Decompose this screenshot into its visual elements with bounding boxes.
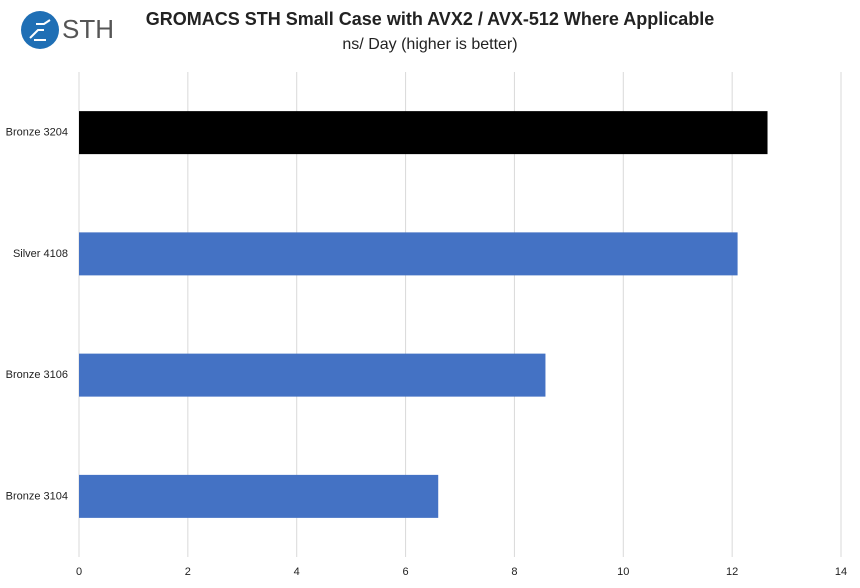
x-tick-label: 4 [294, 566, 300, 578]
y-tick-label: Bronze 3106 [6, 369, 68, 381]
x-tick-label: 0 [76, 566, 82, 578]
logo-circuit [29, 19, 51, 41]
bar [79, 232, 738, 276]
logo: STH [21, 11, 114, 49]
chart-title: GROMACS STH Small Case with AVX2 / AVX-5… [146, 9, 714, 29]
bar [79, 353, 546, 397]
x-tick-label: 6 [403, 566, 409, 578]
x-tick-label: 8 [511, 566, 517, 578]
logo-text: STH [62, 14, 114, 44]
bar [79, 111, 768, 155]
chart-subtitle: ns/ Day (higher is better) [342, 36, 517, 53]
x-tick-label: 14 [835, 566, 847, 578]
x-tick-label: 12 [726, 566, 738, 578]
y-tick-label: Bronze 3204 [6, 127, 68, 139]
bar [79, 474, 439, 518]
x-tick-label: 2 [185, 566, 191, 578]
y-tick-label: Bronze 3104 [6, 490, 68, 502]
x-tick-label: 10 [617, 566, 629, 578]
y-tick-label: Silver 4108 [13, 248, 68, 260]
